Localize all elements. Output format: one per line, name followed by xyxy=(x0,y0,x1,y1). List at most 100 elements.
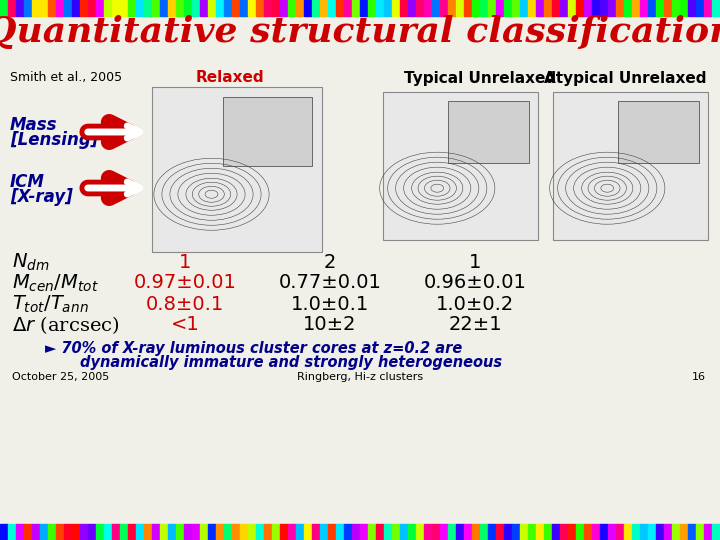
Bar xyxy=(136,0,144,16)
Text: 0.77±0.01: 0.77±0.01 xyxy=(279,273,382,293)
Text: 10±2: 10±2 xyxy=(303,315,356,334)
Bar xyxy=(712,0,720,16)
Bar xyxy=(480,524,488,540)
Bar xyxy=(608,524,616,540)
Text: <1: <1 xyxy=(171,315,199,334)
Bar xyxy=(383,92,538,240)
Bar xyxy=(80,0,88,16)
Bar xyxy=(160,524,168,540)
Bar xyxy=(360,0,368,16)
Bar xyxy=(392,0,400,16)
Bar xyxy=(448,101,528,163)
Bar xyxy=(560,0,568,16)
Bar xyxy=(120,0,128,16)
Bar xyxy=(280,524,288,540)
Text: Atypical Unrelaxed: Atypical Unrelaxed xyxy=(544,71,706,85)
Bar xyxy=(88,0,96,16)
Bar xyxy=(224,524,232,540)
Bar xyxy=(328,0,336,16)
Bar xyxy=(264,524,272,540)
Bar xyxy=(704,0,712,16)
Bar xyxy=(168,0,176,16)
Bar xyxy=(368,524,376,540)
Bar xyxy=(72,0,80,16)
Bar xyxy=(408,0,416,16)
Bar xyxy=(648,524,656,540)
Bar xyxy=(256,524,264,540)
Text: 22±1: 22±1 xyxy=(448,315,502,334)
Bar xyxy=(112,0,120,16)
Bar xyxy=(576,0,584,16)
Bar xyxy=(528,0,536,16)
Text: $N_{dm}$: $N_{dm}$ xyxy=(12,251,50,273)
Bar xyxy=(104,524,112,540)
Bar xyxy=(352,0,360,16)
Bar xyxy=(184,0,192,16)
Bar xyxy=(616,0,624,16)
Bar xyxy=(248,0,256,16)
Bar xyxy=(120,524,128,540)
Text: 1.0±0.1: 1.0±0.1 xyxy=(291,294,369,314)
Bar xyxy=(568,524,576,540)
Bar xyxy=(344,0,352,16)
Bar xyxy=(272,0,280,16)
Bar xyxy=(208,0,216,16)
Text: Ringberg, Hi-z clusters: Ringberg, Hi-z clusters xyxy=(297,372,423,382)
Text: ICM: ICM xyxy=(10,173,45,191)
Bar xyxy=(496,524,504,540)
Bar xyxy=(24,0,32,16)
Bar xyxy=(96,524,104,540)
Bar xyxy=(656,524,664,540)
Text: [Lensing]: [Lensing] xyxy=(10,131,99,149)
Bar xyxy=(56,0,64,16)
Bar xyxy=(8,0,16,16)
Bar xyxy=(128,0,136,16)
Bar xyxy=(104,0,112,16)
Bar xyxy=(24,524,32,540)
Bar xyxy=(72,524,80,540)
Bar xyxy=(64,524,72,540)
Bar xyxy=(352,524,360,540)
Bar xyxy=(152,87,322,252)
Bar xyxy=(512,524,520,540)
Bar xyxy=(688,0,696,16)
Bar xyxy=(32,0,40,16)
Bar xyxy=(656,0,664,16)
Bar xyxy=(704,524,712,540)
Bar xyxy=(632,0,640,16)
Text: 0.96±0.01: 0.96±0.01 xyxy=(423,273,526,293)
Bar xyxy=(440,0,448,16)
Text: Typical Unrelaxed: Typical Unrelaxed xyxy=(404,71,556,85)
Bar xyxy=(600,0,608,16)
Bar xyxy=(16,524,24,540)
Bar xyxy=(600,524,608,540)
Bar xyxy=(240,0,248,16)
Bar xyxy=(472,524,480,540)
Bar xyxy=(384,524,392,540)
Bar xyxy=(208,524,216,540)
Text: $\Delta r$ (arcsec): $\Delta r$ (arcsec) xyxy=(12,314,120,336)
Bar xyxy=(40,524,48,540)
Bar xyxy=(232,0,240,16)
Bar xyxy=(400,524,408,540)
Bar xyxy=(488,0,496,16)
Bar xyxy=(496,0,504,16)
Text: Relaxed: Relaxed xyxy=(196,71,264,85)
Bar xyxy=(248,524,256,540)
Bar xyxy=(576,524,584,540)
Bar xyxy=(624,0,632,16)
Text: 1.0±0.2: 1.0±0.2 xyxy=(436,294,514,314)
Bar xyxy=(456,524,464,540)
Bar xyxy=(280,0,288,16)
Bar xyxy=(432,524,440,540)
Bar xyxy=(472,0,480,16)
Bar xyxy=(552,524,560,540)
Bar xyxy=(424,524,432,540)
Bar xyxy=(584,0,592,16)
Bar xyxy=(184,524,192,540)
Bar xyxy=(618,101,698,163)
Bar xyxy=(464,524,472,540)
Bar xyxy=(544,0,552,16)
Bar xyxy=(448,0,456,16)
Bar xyxy=(504,524,512,540)
